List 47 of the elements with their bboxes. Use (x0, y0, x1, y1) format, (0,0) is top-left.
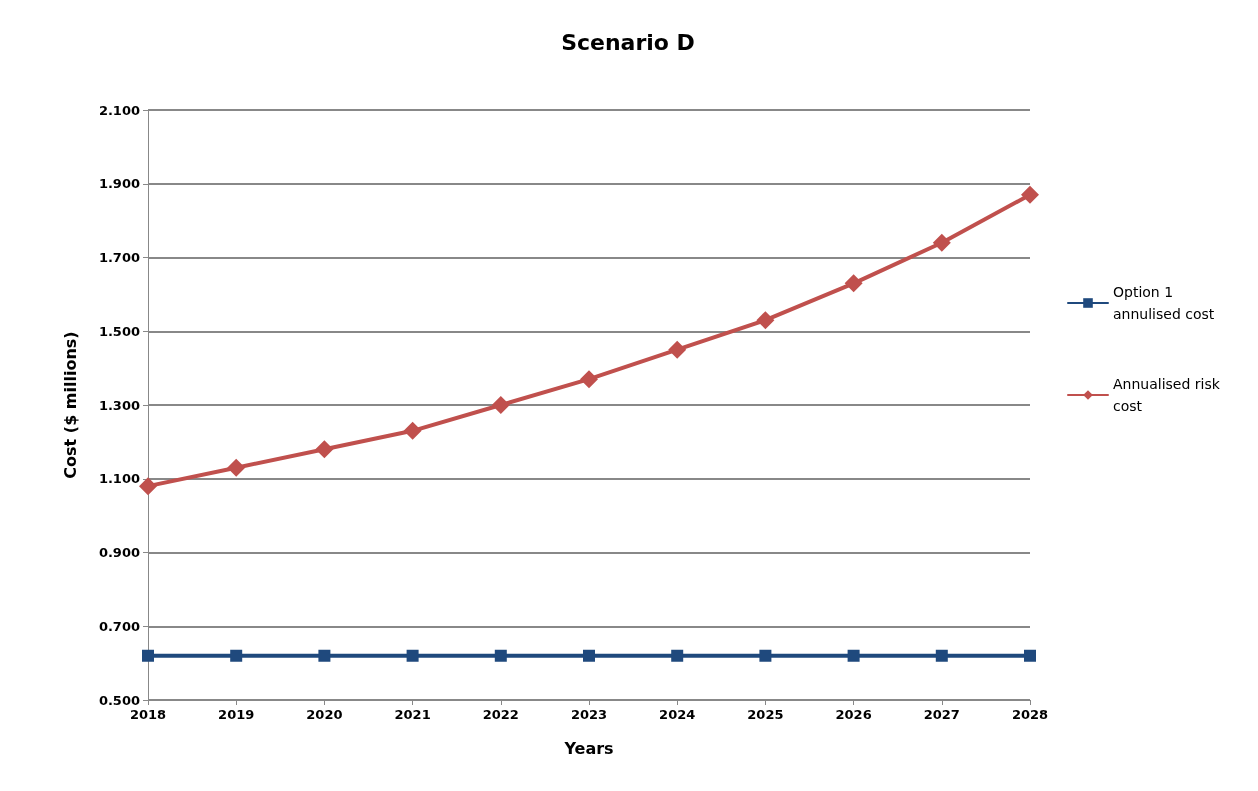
legend-label: Option 1 annulised cost (1113, 284, 1215, 322)
y-tick-label: 1.700 (98, 250, 140, 265)
y-tick-label: 1.500 (98, 323, 140, 339)
x-tick-label: 2027 (923, 707, 960, 722)
point (583, 649, 595, 662)
point (580, 370, 598, 389)
point (491, 396, 510, 414)
point (756, 311, 775, 330)
point (315, 440, 334, 459)
point (1021, 185, 1039, 204)
point (844, 274, 863, 293)
x-tick-label: 2026 (835, 707, 872, 722)
y-tick-label: 2.100 (98, 102, 140, 118)
point (671, 649, 684, 662)
point (142, 649, 154, 662)
y-tick-label: 1.300 (98, 397, 140, 413)
x-tick-label: 2024 (659, 707, 696, 722)
x-tick-label: 2018 (129, 707, 167, 722)
point (759, 649, 772, 662)
x-tick-label: 2022 (482, 707, 519, 722)
y-tick-label: 0.500 (98, 692, 140, 708)
x-tick-label: 2021 (394, 707, 431, 722)
point (318, 649, 331, 662)
point (230, 649, 243, 662)
y-tick-label: 0.700 (98, 618, 140, 634)
point (227, 458, 246, 477)
x-tick-label: 2023 (570, 707, 608, 722)
y-tick-label: 1.900 (98, 176, 140, 192)
y-tick-label: 1.100 (98, 471, 140, 487)
y-axis-title: Cost ($ millions) (60, 331, 80, 479)
x-tick-label: 2025 (747, 707, 784, 722)
x-axis-title: Years (563, 738, 614, 758)
point (932, 233, 951, 252)
chart-title: Scenario D (561, 29, 695, 55)
point (668, 340, 687, 359)
point (403, 421, 422, 440)
point (1024, 649, 1036, 662)
legend-label: Annualised risk cost (1113, 376, 1225, 414)
x-tick-label: 2020 (306, 707, 343, 722)
point (139, 477, 157, 496)
point (494, 649, 507, 662)
point (406, 649, 419, 662)
point (847, 649, 860, 662)
x-tick-label: 2019 (218, 707, 255, 722)
y-tick-label: 0.900 (98, 545, 140, 560)
point (935, 649, 948, 662)
x-tick-label: 2028 (1011, 707, 1049, 722)
